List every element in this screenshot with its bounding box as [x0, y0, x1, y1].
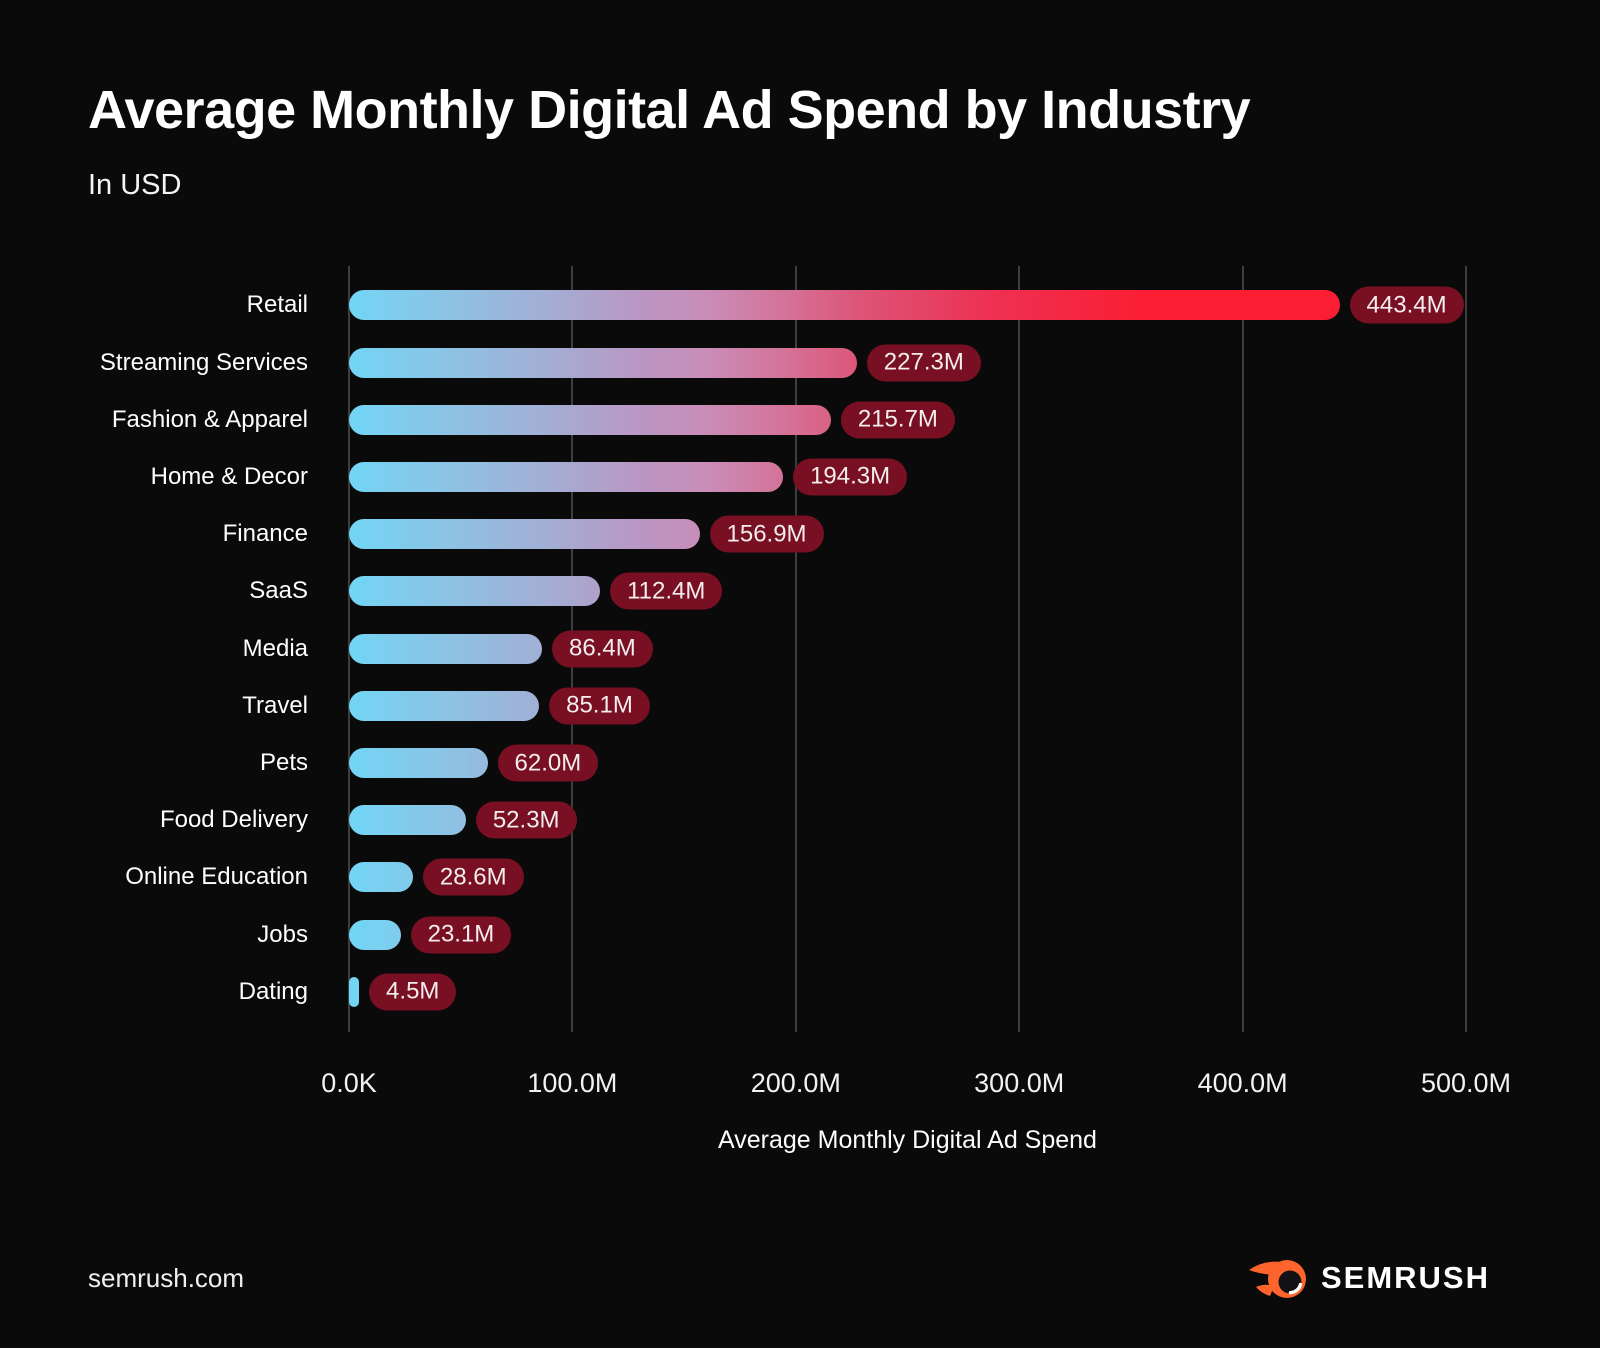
bar [349, 576, 601, 607]
chart-row: Food Delivery 52.3M [0, 792, 1466, 849]
bar-track: 28.6M [349, 858, 1466, 896]
category-label: Finance [222, 520, 308, 548]
bar [349, 404, 831, 435]
value-badge: 52.3M [475, 801, 577, 839]
category-label: Pets [259, 749, 308, 777]
bar-track: 85.1M [349, 687, 1466, 725]
chart-row: Jobs 23.1M [0, 906, 1466, 963]
chart-row: Travel 85.1M [0, 677, 1466, 734]
chart-row: Retail 443.4M [0, 277, 1466, 334]
bar-track: 112.4M [349, 572, 1466, 610]
gridline [794, 265, 797, 1032]
bar [349, 519, 700, 550]
value-badge: 62.0M [497, 744, 599, 782]
chart-row: Online Education 28.6M [0, 849, 1466, 906]
bar [349, 919, 401, 950]
category-label: SaaS [249, 577, 308, 605]
x-tick-label: 0.0K [321, 1067, 377, 1098]
x-tick-label: 400.0M [1197, 1067, 1288, 1098]
bar-chart: Retail 443.4M Streaming Services 227.3M Fash… [0, 265, 1467, 1032]
bar [349, 633, 543, 664]
semrush-logo-text: SEMRUSH [1320, 1260, 1490, 1295]
chart-row: Streaming Services 227.3M [0, 334, 1466, 391]
category-label: Online Education [125, 863, 308, 891]
bar-track: 4.5M [349, 973, 1466, 1011]
bar [349, 748, 488, 779]
chart-subtitle: In USD [88, 168, 182, 201]
chart-row: Finance 156.9M [0, 506, 1466, 563]
chart-row: Dating 4.5M [0, 963, 1466, 1020]
chart-row: SaaS 112.4M [0, 563, 1466, 620]
category-label: Travel [242, 691, 308, 719]
chart-row: Fashion & Apparel 215.7M [0, 391, 1466, 448]
category-label: Home & Decor [150, 462, 308, 490]
value-badge: 23.1M [410, 916, 512, 954]
bar [349, 862, 413, 893]
bar-track: 23.1M [349, 916, 1466, 954]
bar-track: 443.4M [349, 286, 1466, 324]
chart-row: Media 86.4M [0, 620, 1466, 677]
x-tick-label: 100.0M [527, 1067, 618, 1098]
bar [349, 290, 1340, 321]
semrush-logo: SEMRUSH [1247, 1256, 1490, 1300]
category-label: Jobs [257, 920, 308, 948]
chart-title: Average Monthly Digital Ad Spend by Indu… [88, 80, 1251, 140]
gridline [1241, 265, 1244, 1032]
value-badge: 194.3M [793, 458, 908, 496]
value-badge: 443.4M [1349, 286, 1464, 324]
bar [349, 976, 360, 1007]
x-tick-label: 500.0M [1420, 1067, 1512, 1098]
chart-rows: Retail 443.4M Streaming Services 227.3M Fash… [0, 266, 1466, 1032]
bar-track: 52.3M [349, 801, 1466, 839]
bar-track: 194.3M [349, 458, 1466, 496]
gridline [1465, 265, 1467, 1032]
gridline [1018, 265, 1021, 1032]
category-label: Streaming Services [99, 348, 308, 376]
footer: semrush.com SEMRUSH [88, 1256, 1490, 1300]
bar-track: 62.0M [349, 744, 1466, 782]
value-badge: 4.5M [369, 973, 457, 1011]
value-badge: 156.9M [709, 515, 824, 553]
source-url: semrush.com [88, 1262, 245, 1293]
bar [349, 347, 857, 378]
category-label: Retail [246, 291, 308, 319]
value-badge: 112.4M [610, 572, 723, 610]
bar [349, 690, 540, 721]
x-axis-title: Average Monthly Digital Ad Spend [718, 1125, 1097, 1154]
value-badge: 28.6M [422, 858, 524, 896]
value-badge: 85.1M [549, 687, 650, 725]
chart-row: Home & Decor 194.3M [0, 448, 1466, 505]
bar-track: 227.3M [349, 344, 1466, 382]
category-label: Fashion & Apparel [111, 405, 308, 433]
category-label: Food Delivery [159, 806, 308, 834]
x-tick-label: 200.0M [750, 1067, 841, 1098]
x-axis-ticks: 0.0K 100.0M 200.0M 300.0M 400.0M 500.0M [321, 1067, 1511, 1100]
value-badge: 86.4M [552, 630, 653, 668]
chart-row: Pets 62.0M [0, 734, 1466, 791]
semrush-logo-icon [1248, 1260, 1306, 1298]
value-badge: 227.3M [866, 344, 981, 382]
bar-track: 86.4M [349, 630, 1466, 668]
value-badge: 215.7M [840, 401, 955, 439]
bar-track: 215.7M [349, 401, 1466, 439]
bar-track: 156.9M [349, 515, 1466, 553]
category-label: Media [242, 634, 308, 662]
x-tick-label: 300.0M [974, 1067, 1065, 1098]
bar [349, 805, 466, 836]
bar [349, 461, 784, 492]
category-label: Dating [238, 977, 308, 1005]
